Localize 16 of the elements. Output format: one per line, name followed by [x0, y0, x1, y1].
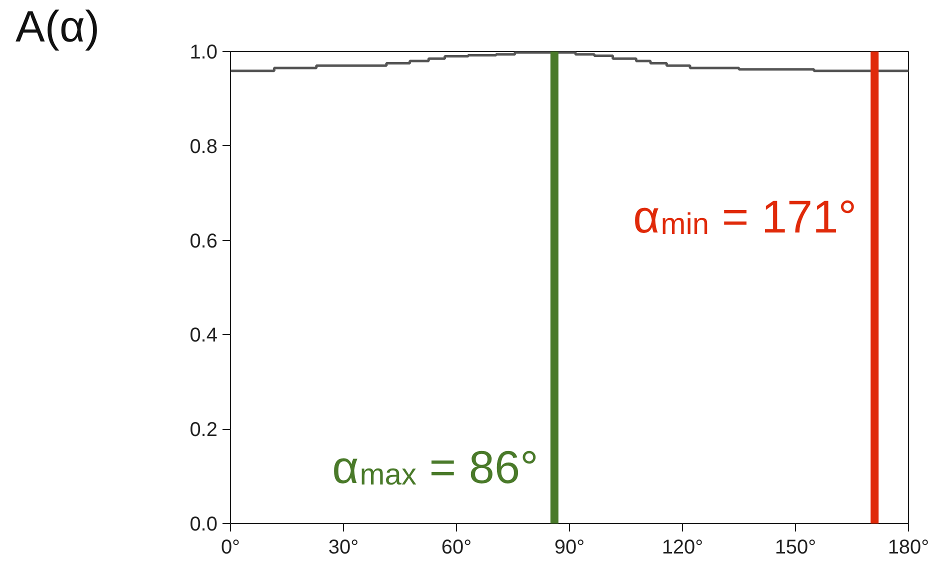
y-axis-title: A(α): [16, 2, 100, 52]
ref-line-label: αmin = 171°: [633, 190, 857, 243]
y-tick-label: 0.8: [190, 136, 218, 158]
x-tick-label: 180°: [888, 536, 930, 558]
x-tick-label: 150°: [774, 536, 816, 558]
y-tick-label: 0.0: [190, 514, 218, 536]
y-tick-label: 1.0: [190, 42, 218, 64]
x-tick-label: 120°: [662, 536, 704, 558]
ref-line-label: αmax = 86°: [332, 440, 538, 493]
y-tick-label: 0.4: [190, 324, 218, 347]
x-tick-label: 60°: [441, 536, 472, 558]
y-tick-label: 0.6: [190, 230, 218, 252]
x-tick-label: 0°: [220, 536, 240, 558]
x-tick-label: 30°: [328, 536, 359, 558]
y-tick-label: 0.2: [190, 419, 218, 442]
x-tick-label: 90°: [554, 536, 585, 558]
